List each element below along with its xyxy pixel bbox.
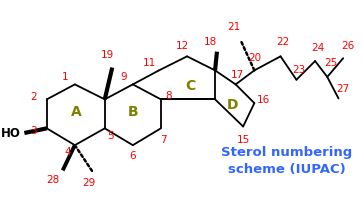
- Text: 7: 7: [160, 135, 167, 145]
- Text: 17: 17: [231, 70, 244, 80]
- Text: Sterol numbering
scheme (IUPAC): Sterol numbering scheme (IUPAC): [221, 146, 353, 176]
- Text: 28: 28: [47, 175, 60, 185]
- Text: HO: HO: [1, 126, 21, 140]
- Text: B: B: [127, 106, 138, 120]
- Text: 16: 16: [257, 95, 270, 105]
- Text: 11: 11: [143, 58, 156, 68]
- Text: A: A: [72, 106, 82, 120]
- Text: 15: 15: [237, 135, 250, 145]
- Text: 4: 4: [64, 147, 71, 157]
- Text: 22: 22: [276, 37, 289, 47]
- Text: 20: 20: [248, 53, 261, 63]
- Text: 19: 19: [101, 50, 114, 60]
- Text: 5: 5: [107, 131, 114, 141]
- Text: 12: 12: [176, 41, 189, 51]
- Text: 21: 21: [227, 22, 240, 32]
- Text: 2: 2: [30, 93, 37, 102]
- Text: 1: 1: [62, 72, 69, 82]
- Text: 29: 29: [82, 178, 95, 187]
- Text: 26: 26: [341, 41, 354, 51]
- Text: 6: 6: [130, 151, 136, 161]
- Text: C: C: [185, 79, 196, 93]
- Text: 18: 18: [204, 37, 217, 47]
- Text: 9: 9: [120, 72, 127, 82]
- Text: 24: 24: [311, 43, 325, 53]
- Text: 23: 23: [293, 65, 306, 75]
- Text: 8: 8: [165, 91, 172, 101]
- Text: 25: 25: [325, 58, 338, 68]
- Text: 27: 27: [337, 84, 350, 94]
- Text: 3: 3: [30, 126, 37, 136]
- Text: D: D: [227, 98, 238, 112]
